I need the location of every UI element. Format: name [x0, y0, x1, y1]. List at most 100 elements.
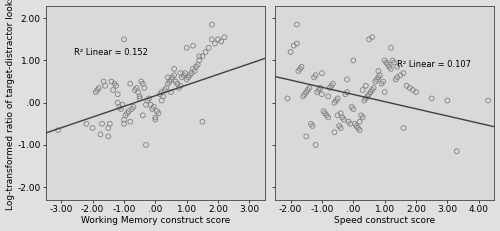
- Point: [144, 99, 152, 102]
- Point: [284, 97, 292, 100]
- Point: [380, 90, 388, 94]
- Point: [344, 120, 352, 124]
- Point: [320, 109, 328, 113]
- Point: [192, 65, 200, 69]
- Point: [142, 103, 150, 107]
- Point: [123, 111, 131, 115]
- Point: [310, 76, 318, 79]
- Point: [324, 116, 332, 119]
- Point: [208, 23, 216, 26]
- Point: [386, 65, 394, 69]
- Point: [484, 99, 492, 102]
- Point: [82, 122, 90, 126]
- Point: [95, 86, 103, 90]
- Point: [453, 149, 461, 153]
- Point: [444, 99, 452, 102]
- Point: [338, 116, 346, 119]
- Point: [176, 84, 184, 88]
- Point: [196, 54, 203, 58]
- Point: [298, 65, 306, 69]
- Point: [357, 113, 365, 117]
- Point: [340, 118, 348, 122]
- Point: [354, 126, 362, 130]
- Point: [352, 124, 360, 128]
- Point: [312, 143, 320, 147]
- Point: [145, 97, 153, 100]
- Point: [198, 54, 206, 58]
- Point: [170, 73, 178, 77]
- Point: [92, 90, 100, 94]
- Point: [388, 59, 396, 62]
- Point: [94, 88, 102, 92]
- Point: [412, 90, 420, 94]
- Point: [384, 63, 392, 67]
- Point: [128, 107, 136, 111]
- Point: [343, 90, 351, 94]
- Point: [166, 80, 173, 83]
- Point: [368, 88, 376, 92]
- Point: [114, 92, 122, 96]
- Point: [358, 88, 366, 92]
- Point: [396, 73, 404, 77]
- Point: [376, 73, 384, 77]
- Point: [182, 46, 190, 50]
- Point: [120, 122, 128, 126]
- Point: [342, 92, 349, 96]
- Point: [164, 76, 172, 79]
- Point: [316, 86, 324, 90]
- X-axis label: Working Memory construct score: Working Memory construct score: [80, 216, 230, 225]
- Point: [324, 94, 332, 98]
- Point: [306, 86, 314, 90]
- Point: [142, 143, 150, 147]
- Point: [140, 86, 148, 90]
- Point: [134, 90, 142, 94]
- Point: [211, 42, 219, 46]
- Point: [132, 86, 140, 90]
- Point: [186, 73, 194, 77]
- Point: [304, 88, 312, 92]
- Point: [356, 120, 364, 124]
- Point: [182, 78, 190, 81]
- Point: [366, 90, 374, 94]
- Point: [159, 94, 167, 98]
- Point: [190, 69, 198, 73]
- Point: [307, 122, 315, 126]
- Point: [170, 67, 178, 71]
- Point: [380, 59, 388, 62]
- Point: [181, 71, 189, 75]
- Y-axis label: Log-transformed ratio of target-distractor looks: Log-transformed ratio of target-distract…: [6, 0, 15, 210]
- Point: [118, 103, 126, 107]
- Text: R² Linear = 0.152: R² Linear = 0.152: [74, 48, 148, 57]
- Point: [158, 90, 166, 94]
- Point: [364, 94, 372, 98]
- Point: [293, 42, 301, 46]
- Point: [332, 99, 340, 102]
- Point: [378, 82, 386, 85]
- Point: [362, 97, 370, 100]
- Point: [356, 128, 364, 132]
- Point: [167, 90, 175, 94]
- Point: [188, 71, 196, 75]
- Point: [109, 88, 117, 92]
- Point: [117, 107, 125, 111]
- Point: [184, 76, 192, 79]
- Point: [374, 69, 382, 73]
- Point: [302, 90, 310, 94]
- Point: [393, 76, 401, 79]
- Point: [98, 122, 106, 126]
- Point: [334, 97, 342, 100]
- Point: [110, 82, 118, 85]
- Point: [196, 59, 203, 62]
- Point: [315, 88, 323, 92]
- Point: [382, 61, 390, 64]
- Point: [370, 86, 378, 90]
- Point: [88, 126, 96, 130]
- Point: [371, 80, 379, 83]
- Point: [400, 71, 407, 75]
- Point: [321, 111, 329, 115]
- Point: [152, 118, 160, 122]
- Point: [137, 80, 145, 83]
- Point: [161, 88, 169, 92]
- Point: [326, 86, 334, 90]
- Point: [296, 67, 304, 71]
